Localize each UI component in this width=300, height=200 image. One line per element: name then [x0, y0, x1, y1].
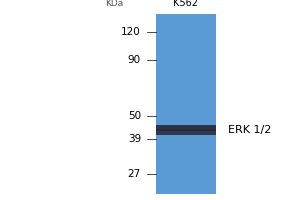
- Text: 27: 27: [128, 169, 141, 179]
- Bar: [156, 129, 216, 135]
- Text: K562: K562: [173, 0, 199, 8]
- Bar: [156, 125, 216, 131]
- Text: 50: 50: [128, 111, 141, 121]
- Text: ERK 1/2: ERK 1/2: [228, 125, 272, 135]
- Text: KDa: KDa: [105, 0, 123, 8]
- Text: 39: 39: [128, 134, 141, 144]
- Text: 90: 90: [128, 55, 141, 65]
- Bar: [156, 14, 216, 194]
- Text: 120: 120: [121, 27, 141, 37]
